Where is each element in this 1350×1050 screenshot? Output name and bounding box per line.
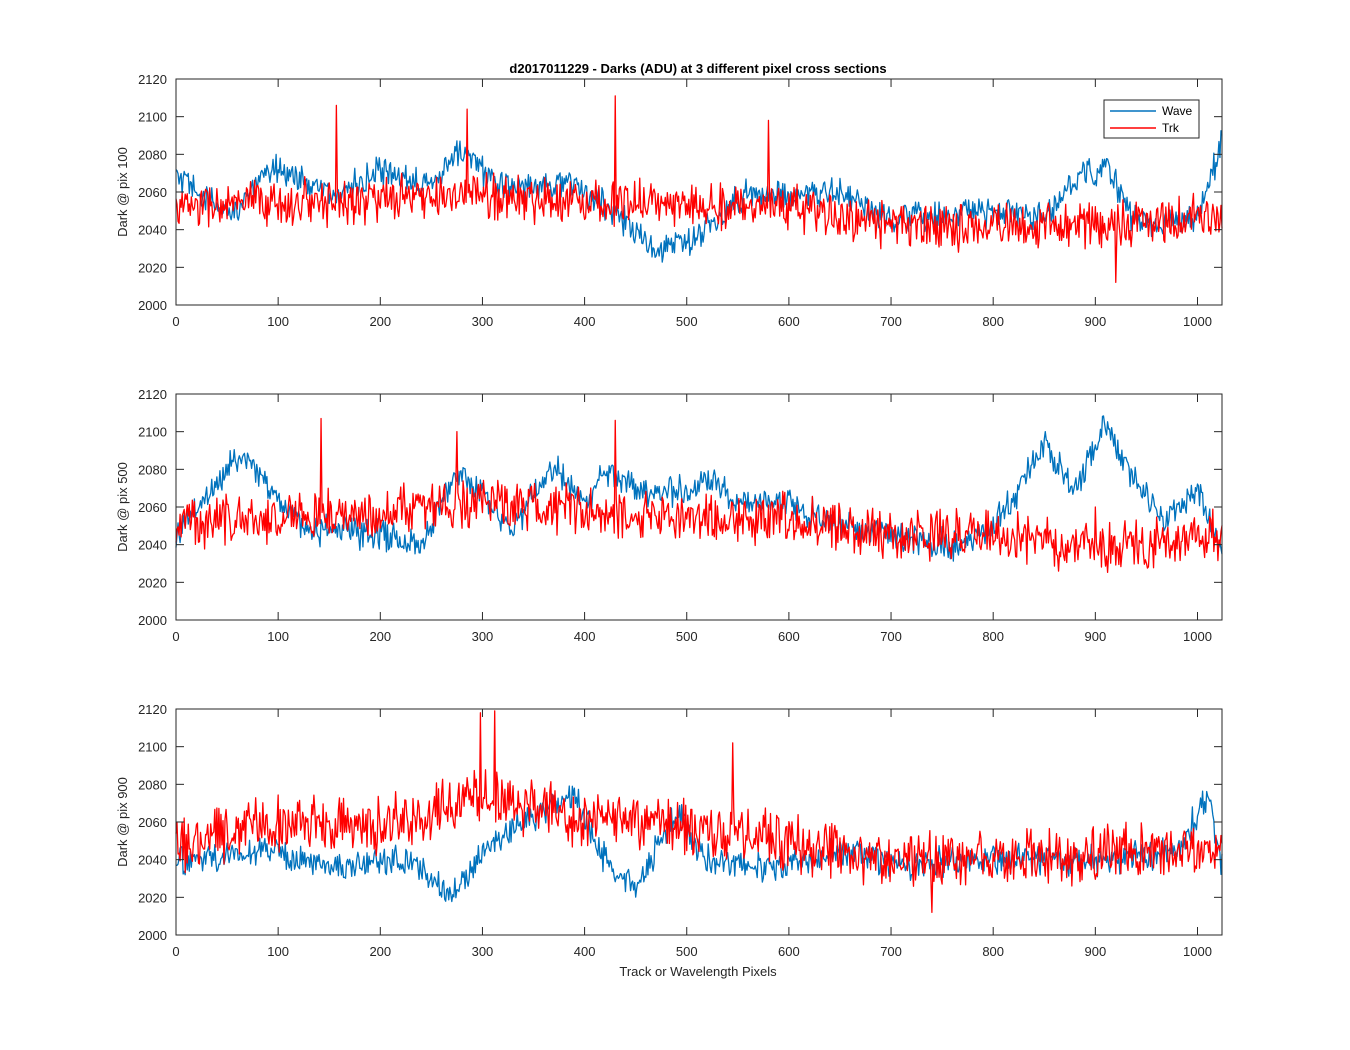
tick-layer-2: 0 100 200 300 400 500 600 700 800 900 1000 2000 2020… (138, 387, 1222, 644)
x-tick-label: 800 (982, 314, 1004, 329)
x-tick-label: 900 (1084, 314, 1106, 329)
series-layer-2 (175, 415, 1223, 573)
x-tick-label: 0 (172, 944, 179, 959)
x-tick-label: 700 (880, 629, 902, 644)
series-layer-3 (175, 710, 1223, 914)
y-tick-label: 2100 (138, 740, 167, 755)
x-tick-label: 600 (778, 629, 800, 644)
y-tick-label: 2100 (138, 110, 167, 125)
x-tick-label: 800 (982, 629, 1004, 644)
y-tick-label: 2080 (138, 147, 167, 162)
subplot-1: 0 100 200 300 400 500 600 700 800 900 1000 2000 2020… (115, 72, 1223, 329)
subplot-2: 0 100 200 300 400 500 600 700 800 900 1000 2000 2020… (115, 387, 1223, 644)
y-tick-label: 2000 (138, 928, 167, 943)
x-tick-label: 1000 (1183, 314, 1212, 329)
legend-box (1103, 99, 1200, 139)
x-tick-label: 100 (267, 314, 289, 329)
legend-label-wave: Wave (1162, 104, 1193, 118)
y-tick-label: 2100 (138, 425, 167, 440)
y-axis-label-2: Dark @ pix 500 (115, 462, 130, 552)
y-tick-label: 2080 (138, 777, 167, 792)
y-tick-label: 2040 (138, 853, 167, 868)
x-tick-label: 0 (172, 629, 179, 644)
y-tick-label: 2120 (138, 72, 167, 87)
x-tick-label: 500 (676, 629, 698, 644)
x-tick-label: 400 (574, 944, 596, 959)
plot-area-3 (176, 709, 1222, 935)
x-tick-label: 0 (172, 314, 179, 329)
x-tick-label: 600 (778, 944, 800, 959)
x-tick-label: 400 (574, 629, 596, 644)
x-tick-label: 400 (574, 314, 596, 329)
axes-frame-1 (175, 78, 1223, 306)
y-tick-label: 2120 (138, 387, 167, 402)
y-tick-label: 2000 (138, 613, 167, 628)
x-tick-label: 800 (982, 944, 1004, 959)
chart-title: d2017011229 - Darks (ADU) at 3 different… (509, 61, 886, 76)
series-trk-line-3 (175, 710, 1223, 914)
x-tick-label: 1000 (1183, 629, 1212, 644)
x-tick-label: 900 (1084, 629, 1106, 644)
x-tick-label: 900 (1084, 944, 1106, 959)
y-tick-label: 2000 (138, 298, 167, 313)
tick-layer-3: 0 100 200 300 400 500 600 700 800 900 1000 2000 2020… (138, 702, 1222, 959)
y-tick-label: 2060 (138, 500, 167, 515)
series-trk-line-2 (175, 417, 1223, 573)
x-tick-label: 200 (369, 314, 391, 329)
y-tick-label: 2080 (138, 462, 167, 477)
x-tick-label: 600 (778, 314, 800, 329)
x-axis-label: Track or Wavelength Pixels (619, 964, 777, 979)
x-tick-label: 700 (880, 314, 902, 329)
x-tick-label: 100 (267, 944, 289, 959)
y-tick-label: 2020 (138, 575, 167, 590)
axes-frame-3 (175, 708, 1223, 936)
y-tick-label: 2020 (138, 890, 167, 905)
x-tick-label: 100 (267, 629, 289, 644)
y-tick-label: 2060 (138, 815, 167, 830)
y-tick-label: 2040 (138, 223, 167, 238)
y-tick-label: 2040 (138, 538, 167, 553)
tick-layer-1: 0 100 200 300 400 500 600 700 800 900 1000 2000 2020… (138, 72, 1222, 329)
y-tick-label: 2020 (138, 260, 167, 275)
x-tick-label: 1000 (1183, 944, 1212, 959)
series-wave-line-2 (175, 415, 1223, 562)
x-tick-label: 300 (472, 944, 494, 959)
x-tick-label: 200 (369, 944, 391, 959)
y-tick-label: 2060 (138, 185, 167, 200)
y-axis-label-3: Dark @ pix 900 (115, 777, 130, 867)
x-tick-label: 500 (676, 314, 698, 329)
x-tick-label: 300 (472, 629, 494, 644)
legend-label-trk: Trk (1162, 121, 1180, 135)
x-tick-label: 200 (369, 629, 391, 644)
x-tick-label: 300 (472, 314, 494, 329)
axes-frame-2 (175, 393, 1223, 621)
y-axis-label-1: Dark @ pix 100 (115, 147, 130, 237)
series-layer-1 (175, 95, 1223, 284)
x-tick-label: 700 (880, 944, 902, 959)
x-tick-label: 500 (676, 944, 698, 959)
legend: Wave Trk (1103, 99, 1200, 139)
series-trk-line-1 (175, 95, 1223, 284)
y-tick-label: 2120 (138, 702, 167, 717)
subplot-3: 0 100 200 300 400 500 600 700 800 900 1000 2000 2020… (115, 702, 1223, 979)
